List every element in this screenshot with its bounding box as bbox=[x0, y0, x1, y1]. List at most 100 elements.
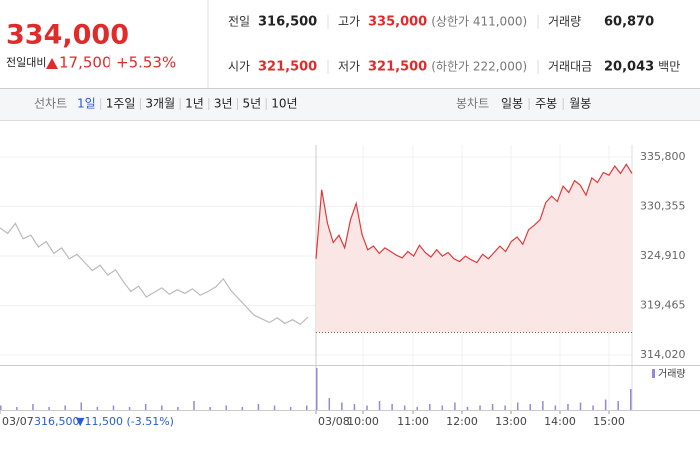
legend-swatch bbox=[652, 369, 655, 378]
volume-bar bbox=[80, 402, 83, 410]
stat-label: 시가 bbox=[228, 60, 250, 74]
price: 334,000 bbox=[6, 20, 129, 51]
stat-value: 335,000 bbox=[368, 15, 427, 30]
volume-bar bbox=[328, 398, 331, 410]
volume-bar bbox=[209, 407, 211, 410]
volume-bar bbox=[579, 402, 582, 410]
volume-bar bbox=[542, 401, 544, 410]
stat-label: 거래량 bbox=[548, 15, 581, 29]
tab[interactable]: 3개월 bbox=[145, 97, 175, 111]
tab[interactable]: 1주일 bbox=[106, 97, 136, 111]
tab[interactable]: 5년 bbox=[243, 97, 262, 111]
volume-bar bbox=[16, 407, 18, 410]
volume-bar bbox=[504, 405, 506, 410]
volume-bar bbox=[316, 368, 318, 410]
tab[interactable]: 3년 bbox=[214, 97, 233, 111]
volume-bar bbox=[479, 405, 481, 410]
up-arrow bbox=[46, 58, 58, 69]
stat-label: 저가 bbox=[338, 60, 360, 74]
area-fill bbox=[316, 164, 632, 333]
volume-bar bbox=[289, 407, 292, 410]
change-pct: +5.53% bbox=[116, 54, 176, 72]
y-tick-label: 330,355 bbox=[640, 200, 686, 213]
volume-bar bbox=[466, 407, 469, 410]
volume-bar bbox=[403, 405, 406, 410]
stat-label: 고가 bbox=[338, 15, 360, 29]
volume-bar bbox=[144, 404, 147, 410]
volume-bar bbox=[617, 401, 619, 410]
volume-bar bbox=[353, 404, 356, 410]
volume-bar bbox=[193, 401, 195, 410]
volume-bar bbox=[241, 407, 244, 410]
stat-note: (상한가 411,000) bbox=[431, 15, 527, 29]
y-tick-label: 319,465 bbox=[640, 299, 686, 312]
stat-label: 거래대금 bbox=[548, 60, 592, 74]
volume-bar bbox=[529, 404, 532, 410]
tab[interactable]: 1일 bbox=[77, 97, 96, 111]
price-line bbox=[0, 222, 309, 326]
stat-label: 전일 bbox=[228, 15, 250, 29]
x-tick-label: 03/08 bbox=[318, 415, 350, 428]
x-tick-label: 10:00 bbox=[347, 415, 379, 428]
volume-bar bbox=[128, 407, 131, 410]
volume-bar bbox=[177, 407, 179, 410]
volume-bar bbox=[441, 405, 444, 410]
tab[interactable]: 일봉 bbox=[501, 97, 523, 111]
volume-bar bbox=[48, 407, 50, 410]
y-tick-label: 335,800 bbox=[640, 150, 686, 163]
volume-bar bbox=[454, 402, 456, 410]
stat-value: 316,500 bbox=[258, 15, 317, 30]
x-tick-label: 14:00 bbox=[544, 415, 576, 428]
stat-value: 60,870 bbox=[604, 15, 654, 30]
volume-bar bbox=[604, 399, 607, 410]
volume-bar bbox=[366, 405, 368, 410]
tab-bar bbox=[0, 89, 700, 120]
stat-value: 321,500 bbox=[368, 60, 427, 75]
tab-group-label: 선차트 bbox=[34, 97, 67, 111]
stat-value: 20,043 bbox=[604, 60, 654, 75]
tab[interactable]: 1년 bbox=[185, 97, 204, 111]
y-tick-label: 314,020 bbox=[640, 348, 686, 361]
tab[interactable]: 10년 bbox=[271, 97, 297, 111]
volume-bar bbox=[592, 405, 594, 410]
prev-close-label: 316,500 bbox=[34, 415, 80, 428]
volume-bar bbox=[273, 405, 276, 410]
volume-bar bbox=[161, 405, 163, 410]
change: 17,500 bbox=[59, 54, 112, 72]
volume-bar bbox=[64, 405, 66, 410]
volume-bar bbox=[306, 405, 308, 410]
stat-value: 321,500 bbox=[258, 60, 317, 75]
stat-unit: 백만 bbox=[658, 60, 680, 74]
volume-bar bbox=[567, 404, 569, 410]
tab[interactable]: 주봉 bbox=[535, 97, 557, 111]
volume-bar bbox=[112, 405, 115, 410]
x-tick-label: 11:00 bbox=[397, 415, 429, 428]
volume-bar bbox=[96, 407, 99, 410]
volume-bar bbox=[32, 404, 34, 410]
volume-bar bbox=[416, 407, 418, 410]
x-tick-label: 15:00 bbox=[593, 415, 625, 428]
stat-note: (하한가 222,000) bbox=[431, 60, 527, 74]
header-bg bbox=[0, 0, 700, 88]
x-tick-label: 13:00 bbox=[495, 415, 527, 428]
x-tick-label: 12:00 bbox=[446, 415, 478, 428]
prev-change: ▼11,500 (-3.51%) bbox=[76, 415, 174, 428]
volume-bar bbox=[429, 404, 431, 410]
volume-bar bbox=[630, 389, 632, 410]
volume-bar bbox=[225, 405, 227, 410]
volume-bar bbox=[257, 404, 260, 410]
tab[interactable]: 월봉 bbox=[569, 97, 591, 111]
x-tick-label: 03/07 bbox=[2, 415, 34, 428]
change-label: 전일대비 bbox=[6, 55, 46, 69]
volume-bar bbox=[378, 401, 381, 410]
volume-bar bbox=[391, 404, 393, 410]
volume-bar bbox=[554, 405, 557, 410]
volume-bar bbox=[0, 405, 2, 410]
volume-bar bbox=[516, 402, 519, 410]
tab-group-label: 봉차트 bbox=[456, 97, 489, 111]
price-line bbox=[315, 163, 633, 264]
y-tick-label: 324,910 bbox=[640, 249, 686, 262]
legend-label: 거래량 bbox=[658, 368, 686, 380]
